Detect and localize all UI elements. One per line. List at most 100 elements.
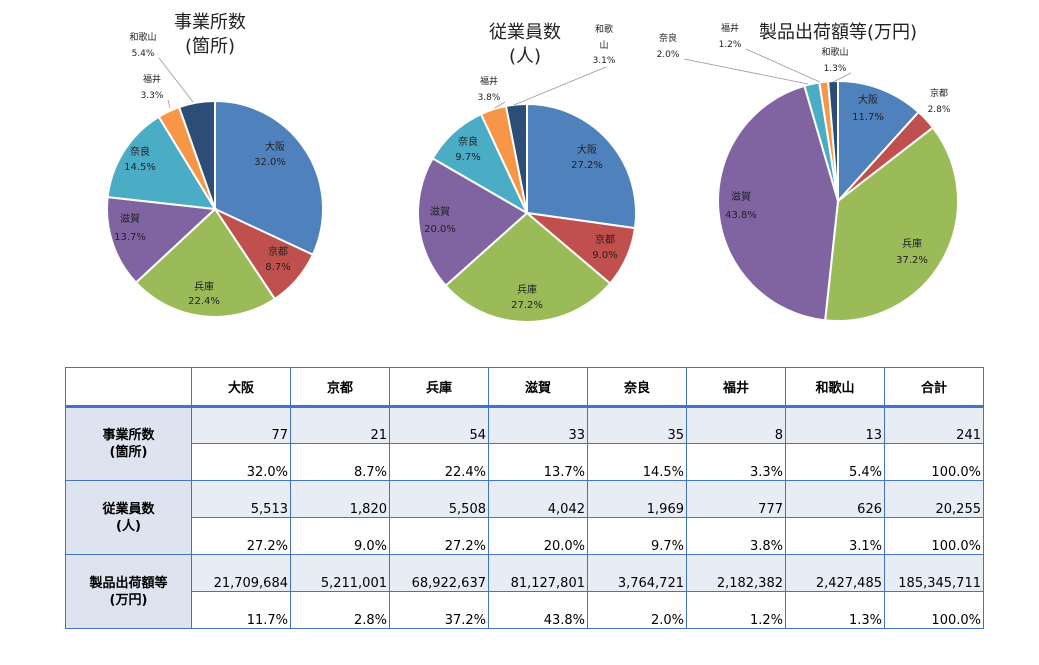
table-header-row: 大阪 京都 兵庫 滋賀 奈良 福井 和歌山 合計 (65, 367, 984, 408)
slice-percent: 37.2% (896, 255, 928, 266)
slice-label: 京都 (595, 233, 615, 246)
column-header: 合計 (884, 367, 984, 408)
slice-label: 大阪 (858, 93, 878, 106)
slice-percent: 2.8% (928, 105, 951, 115)
slice-label: 福井 (721, 22, 739, 34)
slice-percent: 3.1% (593, 56, 616, 66)
percent-cell: 2.0% (587, 591, 687, 629)
slice-label: 兵庫 (517, 283, 537, 296)
table-row-establishments: 事業所数 (箇所) 77 21 54 33 35 8 13 241 (65, 406, 984, 481)
column-header: 和歌山 (785, 367, 885, 408)
leader-line (745, 48, 821, 83)
slice-label: 大阪 (265, 140, 285, 153)
pie-charts: 事業所数 (箇所) 大阪 32.0% 京都 8.7% 兵庫 22.4% 滋賀 13.7% 奈良 14.… (106, 12, 959, 323)
percent-cell: 14.5% (587, 443, 687, 481)
slice-label: 和歌山 (129, 31, 156, 43)
value-cell: 20,255 (884, 480, 984, 518)
data-table: 大阪 京都 兵庫 滋賀 奈良 福井 和歌山 合計 事業所数 (箇所) 77 21… (65, 367, 984, 629)
slice-label: 奈良 (659, 32, 677, 44)
pie-title: (人) (509, 46, 541, 67)
value-cell: 1,969 (587, 480, 687, 518)
value-cell: 81,127,801 (488, 554, 588, 592)
slice-label: 和歌山 (821, 46, 848, 58)
row-header-unit: (人) (116, 518, 141, 534)
pie-title: 事業所数 (174, 12, 246, 33)
value-cell: 21,709,684 (191, 554, 291, 592)
slice-label: 和歌 (595, 23, 613, 35)
pie-chart-shipments: 製品出荷額等(万円) 大阪 11.7% 兵庫 37.2% 滋賀 43.8% 京都 2.8% 奈良 2… (657, 22, 959, 322)
slice-percent: 11.7% (852, 112, 884, 123)
value-cell: 1,820 (290, 480, 390, 518)
slice-percent: 32.0% (254, 157, 286, 168)
percent-cell: 100.0% (884, 591, 984, 629)
pie-slice-3 (824, 126, 959, 322)
pie-slice-3 (444, 211, 612, 323)
slice-label: 京都 (930, 87, 948, 99)
pie-slice-3 (134, 207, 277, 318)
pie-title: 製品出荷額等(万円) (759, 22, 917, 43)
percent-cell: 1.2% (686, 591, 786, 629)
value-cell: 777 (686, 480, 786, 518)
percent-cell: 2.8% (290, 591, 390, 629)
pie-title: (箇所) (185, 36, 235, 57)
pie-slice-1 (837, 79, 920, 204)
corner-cell (65, 367, 192, 408)
percent-cell: 100.0% (884, 517, 984, 555)
pie-slice-5 (106, 115, 217, 211)
column-header: 大阪 (191, 367, 291, 408)
slice-percent: 27.2% (571, 160, 603, 171)
pie-title: 従業員数 (489, 22, 561, 43)
column-header: 福井 (686, 367, 786, 408)
value-cell: 33 (488, 406, 588, 444)
percent-cell: 11.7% (191, 591, 291, 629)
row-header-label: 事業所数 (102, 428, 155, 443)
percent-cell: 43.8% (488, 591, 588, 629)
table-row-employees: 従業員数 (人) 5,513 1,820 5,508 4,042 1,969 7… (65, 480, 984, 555)
value-cell: 5,211,001 (290, 554, 390, 592)
pie-slice-7 (827, 79, 839, 202)
value-cell: 13 (785, 406, 885, 444)
column-header: 京都 (290, 367, 390, 408)
pie-slice-1 (526, 102, 637, 230)
slice-label: 大阪 (577, 143, 597, 156)
percent-cell: 9.0% (290, 517, 390, 555)
value-cell: 3,764,721 (587, 554, 687, 592)
slice-percent: 2.0% (657, 50, 680, 60)
percent-cell: 5.4% (785, 443, 885, 481)
column-header: 奈良 (587, 367, 687, 408)
percent-cell: 37.2% (389, 591, 489, 629)
percent-cell: 3.3% (686, 443, 786, 481)
slice-percent: 3.8% (478, 93, 501, 103)
pie-slice-4 (106, 195, 218, 284)
slice-label: 奈良 (458, 135, 478, 148)
value-cell: 2,182,382 (686, 554, 786, 592)
slice-percent: 14.5% (124, 162, 156, 173)
slice-percent: 13.7% (114, 232, 146, 243)
pie-slice-1 (214, 99, 324, 257)
leader-line (158, 57, 194, 103)
percent-cell: 22.4% (389, 443, 489, 481)
pie-slice-4 (717, 84, 840, 322)
slice-label: 兵庫 (902, 237, 922, 250)
leader-line (513, 66, 607, 106)
leader-line (683, 58, 809, 85)
value-cell: 5,508 (389, 480, 489, 518)
slice-label: 奈良 (130, 145, 150, 158)
leader-line (832, 72, 852, 83)
value-cell: 5,513 (191, 480, 291, 518)
slice-label: 福井 (143, 73, 161, 85)
percent-cell: 32.0% (191, 443, 291, 481)
slice-percent: 3.3% (141, 91, 164, 101)
row-header-unit: (万円) (109, 592, 148, 608)
slice-percent: 1.2% (719, 40, 742, 50)
column-header: 兵庫 (389, 367, 489, 408)
slice-percent: 8.7% (265, 262, 290, 273)
slice-label: 滋賀 (430, 205, 450, 218)
value-cell: 21 (290, 406, 390, 444)
percent-cell: 1.3% (785, 591, 885, 629)
row-header: 製品出荷額等 (万円) (65, 554, 192, 629)
percent-cell: 3.8% (686, 517, 786, 555)
table-row-shipments-percent: 11.7% 2.8% 37.2% 43.8% 2.0% 1.2% 1.3% 10… (66, 591, 984, 629)
column-header: 滋賀 (488, 367, 588, 408)
pie-slice-4 (417, 157, 529, 288)
